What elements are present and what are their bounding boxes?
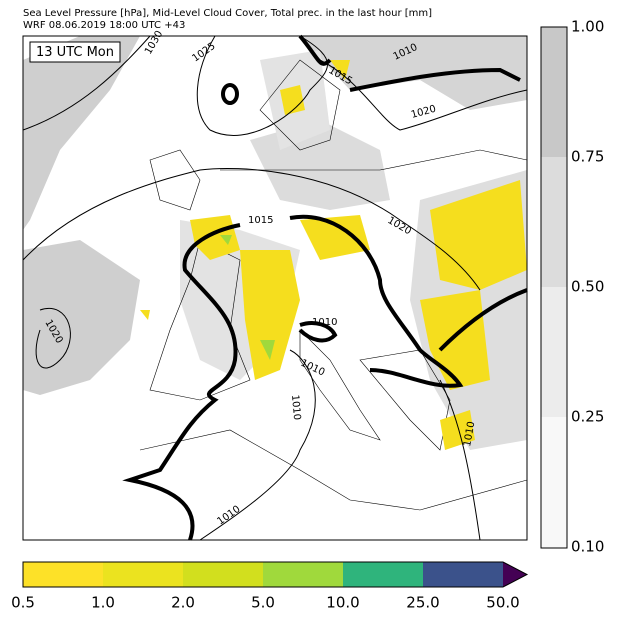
isobar-label: 1010 [289,394,302,420]
colorbar-label: 1.00 [571,18,604,36]
time-label-box [29,41,121,63]
colorbar-frame [540,26,568,549]
isobar-label: 1010 [312,317,337,328]
colorbar-label: 5.0 [251,594,275,612]
map-frame [22,35,528,541]
colorbar-segment [103,562,183,587]
title-line: Sea Level Pressure [hPa], Mid-Level Clou… [23,8,432,19]
colorbar-segment [263,562,343,587]
colorbar-label: 0.25 [571,408,604,426]
colorbar-segment [183,562,263,587]
colorbar-segment [423,562,503,587]
isobars [22,35,528,541]
colorbar-segment [541,417,567,548]
colorbar-segment [541,287,567,417]
colorbar-extension [503,562,527,587]
colorbar-segment [541,27,567,157]
colorbar-label: 0.5 [11,594,35,612]
colorbar-label: 10.0 [326,594,359,612]
colorbar-label: 0.75 [571,148,604,166]
map: 13 UTC Mon 1030 1025 1015 1010 1020 1015… [22,29,528,541]
isobar-label: 1010 [462,421,477,448]
title-line: WRF 08.06.2019 18:00 UTC +43 [23,20,185,31]
coastlines [139,59,528,511]
colorbar-label: 25.0 [406,594,439,612]
colorbar-label: 0.10 [571,538,604,556]
colorbar-label: 0.50 [571,278,604,296]
isobar-1015 [122,34,528,541]
colorbar-segment [23,562,103,587]
colorbar-label: 1.0 [91,594,115,612]
colorbar-label: 2.0 [171,594,195,612]
precip-areas [140,60,527,450]
colorbar-segment [541,157,567,287]
colorbar-segment [343,562,423,587]
time-label: 13 UTC Mon [36,45,114,60]
precip-colorbar: 0.5 1.0 2.0 5.0 10.0 25.0 50.0 [11,561,529,612]
cloud-colorbar: 1.00 0.75 0.50 0.25 0.10 [540,18,604,556]
colorbar-label: 50.0 [486,594,519,612]
colorbar-frame [22,561,529,588]
isobar-label: 1015 [248,215,273,226]
